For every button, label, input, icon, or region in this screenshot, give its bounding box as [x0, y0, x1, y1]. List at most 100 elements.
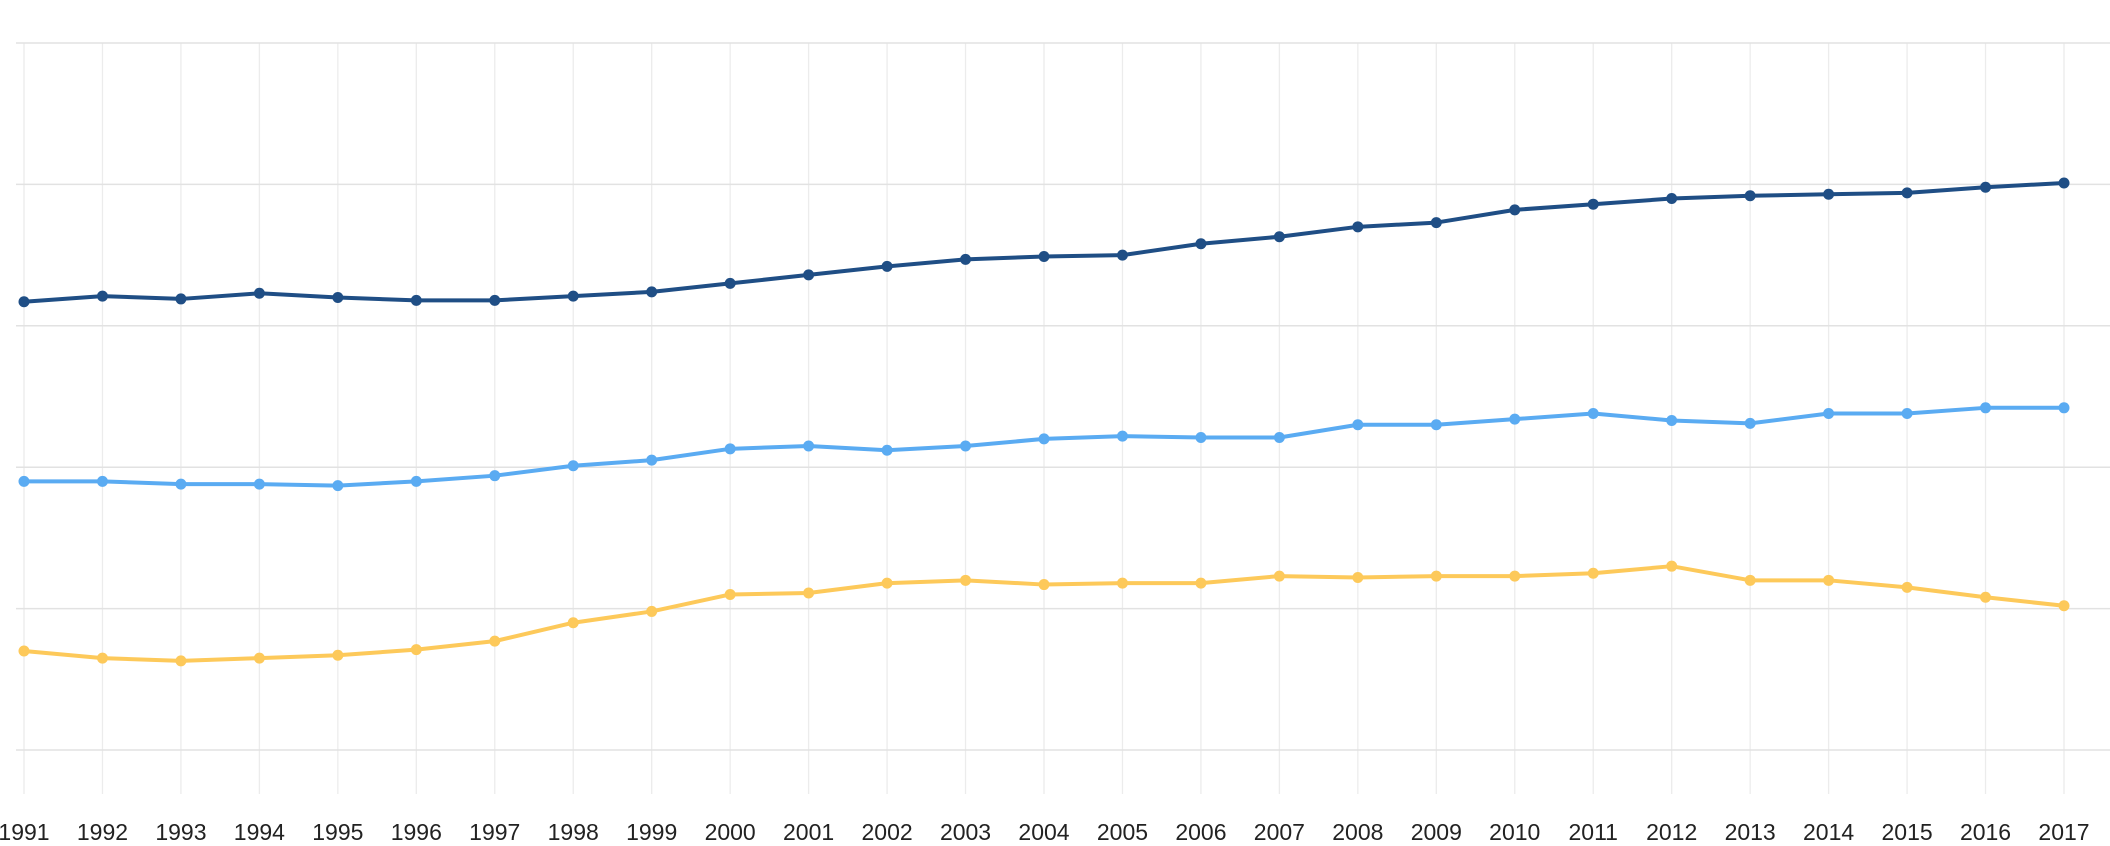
- data-point: [1901, 187, 1913, 199]
- data-point: [332, 292, 344, 304]
- x-tick-label: 1994: [234, 819, 285, 845]
- x-tick-label: 1996: [391, 819, 442, 845]
- data-point: [1116, 577, 1128, 589]
- data-point: [567, 617, 579, 629]
- data-point: [1038, 433, 1050, 445]
- data-point: [881, 444, 893, 456]
- data-point: [489, 294, 501, 306]
- series: [18, 177, 2070, 308]
- data-point: [646, 454, 658, 466]
- x-tick-label: 1995: [312, 819, 363, 845]
- data-point: [1038, 251, 1050, 263]
- data-point: [18, 296, 30, 308]
- data-point: [1195, 238, 1207, 250]
- x-tick-label: 2000: [705, 819, 756, 845]
- data-point: [1195, 577, 1207, 589]
- data-point: [567, 290, 579, 302]
- data-point: [1666, 193, 1678, 205]
- data-point: [1980, 591, 1992, 603]
- data-point: [1509, 570, 1521, 582]
- data-point: [1980, 181, 1992, 193]
- x-tick-label: 2014: [1803, 819, 1854, 845]
- data-point: [881, 577, 893, 589]
- data-point: [1823, 407, 1835, 419]
- x-tick-label: 2010: [1489, 819, 1540, 845]
- data-point: [567, 460, 579, 472]
- x-tick-label: 2004: [1018, 819, 1069, 845]
- x-tick-label: 2007: [1254, 819, 1305, 845]
- x-tick-label: 2003: [940, 819, 991, 845]
- data-point: [803, 269, 815, 281]
- x-tick-label: 2013: [1725, 819, 1776, 845]
- x-tick-label: 2015: [1881, 819, 1932, 845]
- data-point: [1823, 188, 1835, 200]
- x-tick-label: 1992: [77, 819, 128, 845]
- data-point: [1273, 570, 1285, 582]
- data-point: [724, 588, 736, 600]
- data-point: [1587, 407, 1599, 419]
- data-point: [1116, 249, 1128, 261]
- data-point: [253, 652, 265, 664]
- data-point: [960, 440, 972, 452]
- data-point: [253, 478, 265, 490]
- data-point: [1509, 204, 1521, 216]
- data-point: [2058, 402, 2070, 414]
- x-tick-label: 2009: [1411, 819, 1462, 845]
- data-point: [332, 649, 344, 661]
- data-point: [18, 645, 30, 657]
- data-point: [1195, 432, 1207, 444]
- x-tick-label: 2011: [1568, 819, 1617, 845]
- data-point: [646, 605, 658, 617]
- data-point: [1823, 574, 1835, 586]
- x-tick-label: 1997: [469, 819, 520, 845]
- data-point: [96, 652, 108, 664]
- data-point: [96, 475, 108, 487]
- data-point: [96, 290, 108, 302]
- data-point: [1273, 231, 1285, 243]
- x-tick-label: 2002: [861, 819, 912, 845]
- x-tick-label: 2005: [1097, 819, 1148, 845]
- data-point: [960, 253, 972, 265]
- data-point: [18, 475, 30, 487]
- data-point: [175, 293, 187, 305]
- data-point: [410, 294, 422, 306]
- data-point: [1430, 570, 1442, 582]
- data-point: [881, 260, 893, 272]
- x-tick-label: 1998: [548, 819, 599, 845]
- data-point: [2058, 177, 2070, 189]
- data-point: [1587, 198, 1599, 210]
- data-point: [410, 644, 422, 656]
- data-point: [175, 655, 187, 667]
- data-point: [1587, 567, 1599, 579]
- data-point: [332, 480, 344, 492]
- data-point: [1744, 417, 1756, 429]
- data-point: [253, 287, 265, 299]
- data-point: [724, 277, 736, 289]
- series: [18, 560, 2070, 667]
- data-point: [1116, 430, 1128, 442]
- data-point: [2058, 600, 2070, 612]
- data-point: [646, 286, 658, 298]
- data-point: [1744, 574, 1756, 586]
- data-point: [1430, 419, 1442, 431]
- data-point: [803, 587, 815, 599]
- data-point: [1666, 415, 1678, 427]
- data-point: [1430, 217, 1442, 229]
- x-tick-label: 1999: [626, 819, 677, 845]
- x-tick-label: 2017: [2038, 819, 2089, 845]
- data-point: [724, 443, 736, 455]
- data-point: [1901, 581, 1913, 593]
- data-point: [1744, 190, 1756, 202]
- data-point: [1352, 571, 1364, 583]
- x-tick-label: 2012: [1646, 819, 1697, 845]
- data-point: [1666, 560, 1678, 572]
- x-tick-label: 1993: [155, 819, 206, 845]
- data-point: [1901, 407, 1913, 419]
- x-tick-label: 2001: [783, 819, 834, 845]
- data-point: [1980, 402, 1992, 414]
- data-point: [1273, 432, 1285, 444]
- x-tick-label: 2006: [1175, 819, 1226, 845]
- data-point: [1509, 413, 1521, 425]
- data-point: [1038, 579, 1050, 591]
